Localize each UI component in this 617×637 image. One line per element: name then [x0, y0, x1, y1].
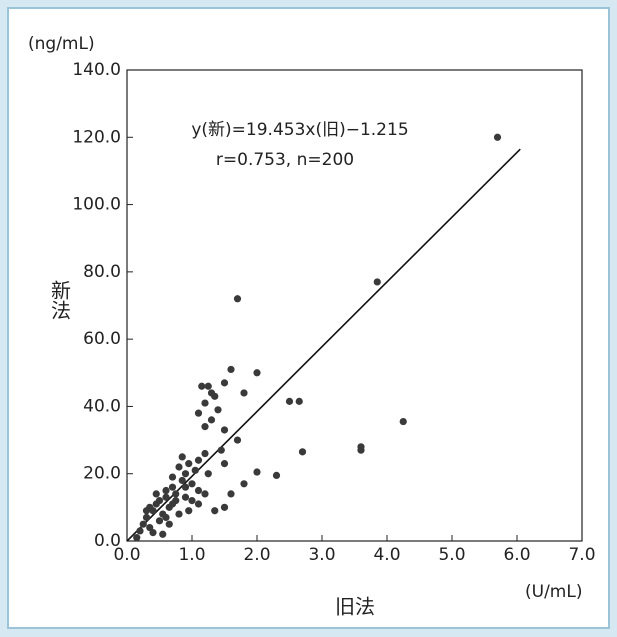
plot-frame [126, 69, 583, 542]
y-tick-label: 100.0 [72, 195, 121, 215]
point [201, 399, 209, 407]
point [149, 528, 157, 537]
point [178, 453, 186, 461]
point [357, 443, 365, 451]
fit-line [126, 148, 521, 542]
point [162, 493, 170, 501]
point [181, 483, 190, 491]
point [285, 397, 294, 405]
point [165, 520, 173, 528]
x-axis-label: 旧法 [335, 595, 375, 619]
x-tick-label: 6.0 [503, 545, 530, 565]
point [162, 486, 170, 495]
point [211, 507, 219, 515]
point [139, 520, 147, 528]
x-tick-label: 0.0 [113, 545, 140, 565]
point [168, 473, 177, 481]
point [253, 369, 261, 377]
point [253, 468, 261, 476]
point [194, 486, 203, 495]
point [152, 490, 160, 498]
x-unit: (U/mL) [525, 582, 582, 602]
point [178, 476, 186, 485]
point [217, 446, 225, 454]
point [240, 389, 248, 397]
point [188, 497, 196, 505]
point [220, 379, 229, 387]
point [185, 460, 193, 468]
point [168, 483, 177, 491]
point [185, 507, 193, 515]
y-tick-label: 20.0 [83, 464, 121, 484]
point [272, 471, 281, 479]
point [152, 500, 160, 508]
y-unit: (ng/mL) [28, 34, 95, 54]
y-tick-label: 120.0 [72, 127, 121, 147]
y-tick-label: 40.0 [83, 396, 121, 416]
point [194, 456, 203, 464]
point [146, 503, 154, 511]
point [181, 493, 190, 501]
y-tick-label: 0.0 [94, 531, 121, 551]
point [175, 463, 183, 471]
point [191, 466, 199, 474]
point [198, 382, 206, 390]
point [159, 530, 167, 538]
point [211, 392, 219, 400]
point [227, 365, 235, 374]
point [220, 503, 229, 511]
point [142, 513, 151, 522]
point [233, 436, 242, 444]
point [201, 423, 209, 431]
x-tick-label: 3.0 [308, 545, 335, 565]
panel [7, 7, 610, 629]
point [214, 406, 222, 414]
x-tick-label: 1.0 [178, 545, 205, 565]
y-tick-label: 140.0 [72, 60, 121, 80]
point [172, 490, 180, 498]
point [204, 382, 212, 390]
point [295, 397, 303, 405]
point [181, 470, 190, 478]
annotation: y(新)=19.453x(旧)−1.215 [191, 120, 408, 140]
y-axis-label: 新法 [48, 280, 72, 320]
point [175, 510, 183, 518]
point [373, 278, 381, 286]
point [172, 497, 180, 505]
point [240, 480, 248, 488]
point [188, 480, 196, 488]
point [133, 534, 141, 542]
y-tick-label: 80.0 [83, 262, 121, 282]
point [207, 416, 216, 424]
x-tick-label: 4.0 [373, 545, 400, 565]
point [201, 449, 209, 458]
point [162, 513, 170, 522]
y-tick-label: 60.0 [83, 329, 121, 349]
point [227, 490, 235, 498]
point [194, 500, 203, 508]
point [220, 426, 229, 434]
point [233, 295, 242, 303]
point [136, 527, 144, 535]
point [220, 460, 229, 468]
point [204, 470, 212, 478]
annotation: r=0.753, n=200 [216, 150, 354, 170]
point [493, 133, 502, 141]
x-tick-label: 5.0 [438, 545, 465, 565]
x-tick-label: 2.0 [243, 545, 270, 565]
point [194, 409, 203, 417]
point [201, 490, 209, 498]
point [399, 417, 407, 426]
point [155, 517, 164, 525]
x-tick-label: 7.0 [568, 545, 595, 565]
point [298, 448, 307, 456]
